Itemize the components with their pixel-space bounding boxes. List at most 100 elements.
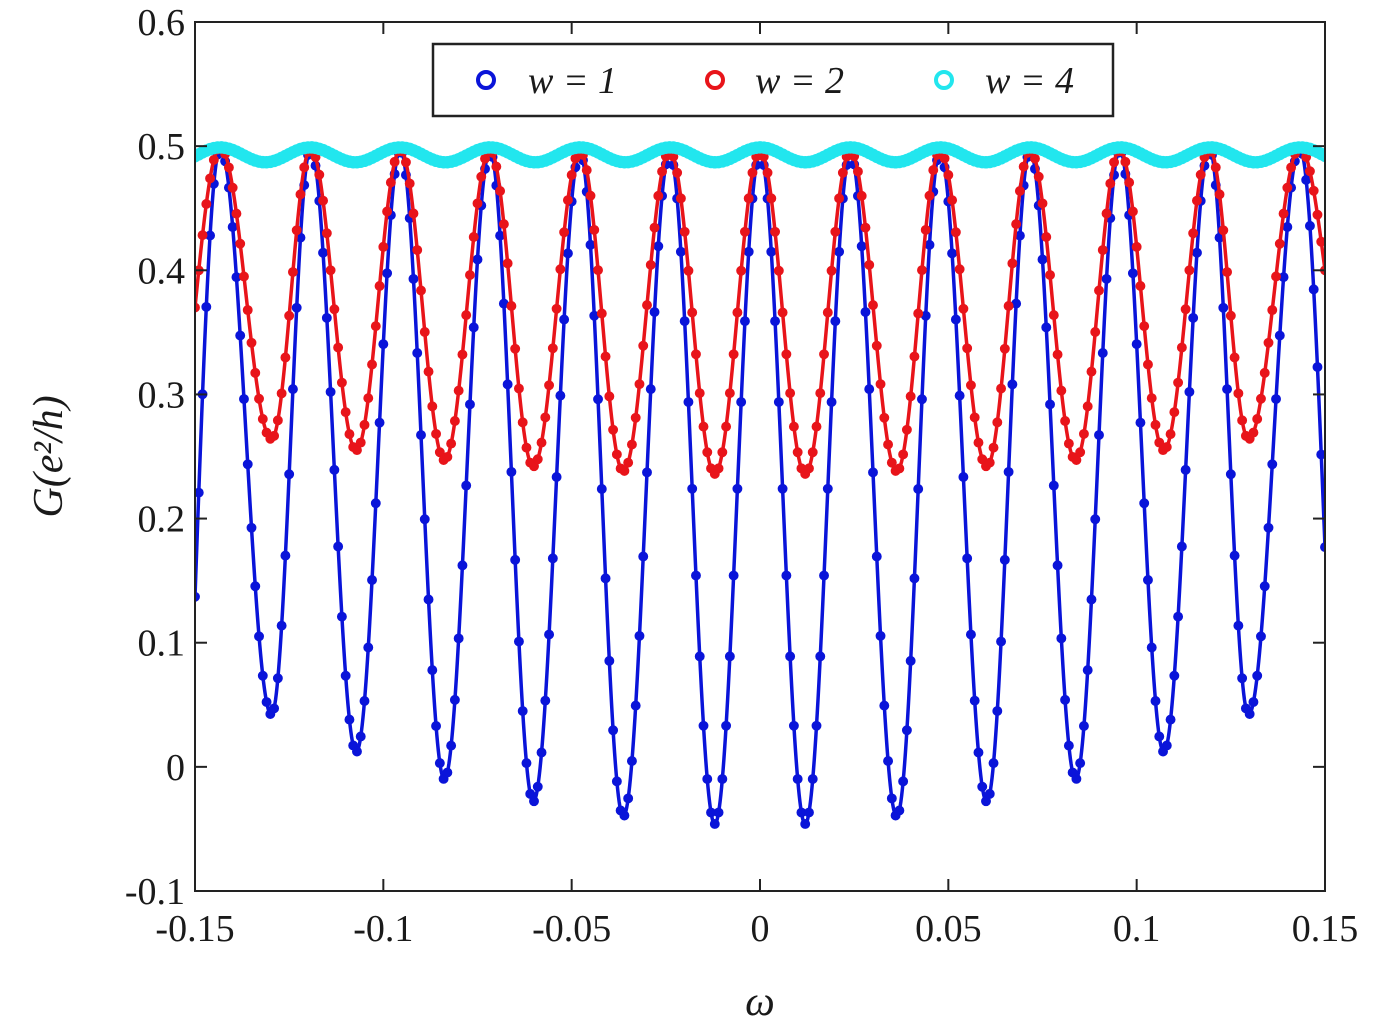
w1-marker: [800, 819, 811, 829]
w1-marker: [250, 581, 261, 592]
w2-marker: [374, 281, 385, 291]
w1-marker: [984, 788, 995, 799]
series-layer: [195, 141, 1325, 829]
w2-marker: [804, 463, 814, 474]
w1-marker: [834, 246, 845, 257]
w1-marker: [1071, 773, 1082, 784]
w2-marker: [913, 308, 924, 319]
w2-marker: [385, 177, 396, 188]
w1-marker: [272, 673, 283, 684]
w1-marker: [555, 390, 566, 401]
w2-marker: [1105, 178, 1116, 189]
w1-marker: [559, 314, 570, 325]
w1-marker: [1173, 611, 1184, 622]
w2-marker: [950, 227, 961, 238]
w1-marker: [781, 570, 792, 581]
w2-marker: [431, 428, 442, 439]
w2-marker: [359, 419, 370, 430]
w1-marker: [1222, 384, 1233, 395]
w2-marker: [747, 167, 758, 178]
w1-marker: [1312, 362, 1323, 372]
w2-marker: [901, 424, 912, 435]
w2-marker: [702, 447, 713, 458]
w2-marker: [1052, 349, 1063, 360]
w1-marker: [792, 774, 803, 785]
w2-marker: [1135, 281, 1146, 291]
w2-marker: [540, 412, 551, 423]
w1-marker: [419, 514, 430, 525]
w1-marker: [600, 573, 611, 584]
w2-marker: [1267, 305, 1278, 316]
w1-marker: [1308, 284, 1319, 295]
w1-marker: [947, 248, 958, 259]
w2-marker: [988, 442, 999, 453]
w2-marker: [1237, 415, 1248, 426]
w1-marker: [1007, 379, 1018, 390]
w2-marker: [596, 308, 607, 319]
w1-marker: [619, 810, 630, 821]
w2-marker: [284, 310, 295, 321]
w1-marker: [1063, 740, 1074, 751]
w1-marker: [1301, 174, 1312, 185]
w2-marker: [883, 439, 894, 450]
w1-marker: [242, 459, 253, 470]
w2-marker: [476, 171, 487, 182]
w2-marker: [909, 351, 920, 362]
w1-marker: [280, 550, 291, 561]
w2-marker: [555, 264, 566, 275]
w1-marker: [276, 620, 287, 631]
w2-marker: [1180, 304, 1191, 315]
w2-marker: [468, 231, 479, 242]
w1-marker: [860, 307, 871, 317]
w2-marker: [254, 393, 264, 404]
w1-marker: [1101, 273, 1112, 284]
w1-marker: [996, 636, 1007, 647]
w2-marker: [242, 305, 253, 316]
w1-marker: [721, 720, 732, 731]
w2-marker: [721, 421, 732, 432]
w2-marker: [604, 391, 615, 402]
w2-marker: [717, 447, 728, 458]
w1-marker: [883, 755, 894, 766]
w1-marker: [287, 384, 298, 395]
w1-marker: [950, 314, 961, 325]
w2-marker: [370, 321, 381, 332]
w1-marker: [1037, 254, 1048, 265]
w2-marker: [868, 300, 878, 311]
w1-marker: [540, 695, 551, 706]
w1-marker: [506, 466, 517, 477]
w2-marker: [517, 417, 528, 428]
w1-marker: [1075, 758, 1086, 769]
w1-marker: [378, 339, 389, 350]
w1-marker: [958, 472, 969, 482]
w1-marker: [691, 570, 701, 581]
w2-marker: [1248, 427, 1259, 438]
w1-marker: [291, 302, 302, 313]
w2-marker: [691, 349, 701, 360]
w2-marker: [713, 463, 724, 474]
w2-marker: [291, 225, 302, 236]
w1-marker: [1127, 268, 1138, 279]
w1-marker: [235, 330, 246, 341]
w1-marker: [822, 483, 833, 494]
y-tick-label: 0.1: [138, 623, 186, 665]
w1-marker: [1282, 222, 1293, 232]
w1-marker: [736, 397, 747, 407]
w2-marker: [423, 366, 434, 377]
w2-marker: [920, 224, 931, 235]
w2-marker: [649, 222, 660, 233]
w1-marker: [1244, 709, 1255, 719]
w1-marker: [1090, 514, 1101, 525]
w1-marker: [325, 386, 336, 397]
w2-marker: [785, 388, 796, 399]
w2-marker: [1101, 208, 1112, 219]
y-tick-label: 0.5: [138, 126, 186, 168]
w1-marker: [562, 248, 573, 259]
w2-marker: [472, 198, 483, 209]
w1-marker: [777, 483, 788, 494]
w1-marker: [815, 651, 826, 662]
w2-marker: [457, 349, 468, 360]
legend-label: w = 1: [528, 60, 617, 102]
w2-marker: [917, 265, 927, 276]
w2-marker: [962, 343, 973, 354]
